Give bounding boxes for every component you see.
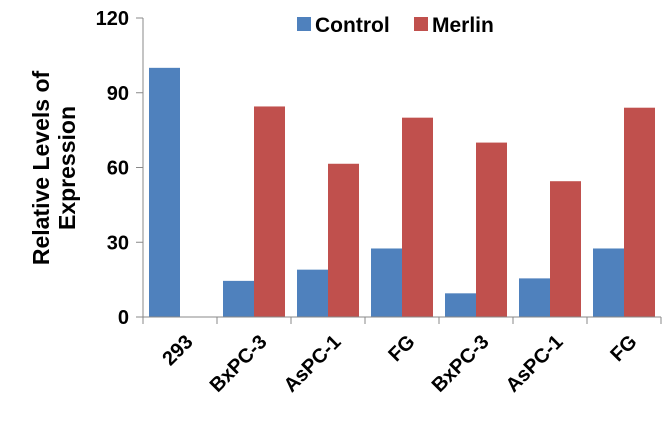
legend: Control Merlin xyxy=(297,14,494,37)
x-category-label: 293 xyxy=(158,331,197,370)
bar-control-2 xyxy=(297,269,328,317)
legend-label-control: Control xyxy=(315,14,390,37)
x-category-label: BxPC-3 xyxy=(428,331,494,397)
x-category-label: AsPC-1 xyxy=(502,331,568,397)
y-axis-ticks: 0 30 60 90 120 xyxy=(96,8,143,329)
bar-control-6 xyxy=(593,248,624,317)
y-tick-label: 120 xyxy=(96,8,129,30)
bar-merlin-1 xyxy=(254,106,285,318)
y-tick-label: 90 xyxy=(107,83,129,105)
bar-merlin-4 xyxy=(476,142,507,317)
legend-swatch-control xyxy=(297,17,311,31)
axes xyxy=(142,18,662,324)
bars xyxy=(149,67,655,318)
x-axis-categories: 293 BxPC-3 AsPC-1 FG BxPC-3 AsPC-1 FG xyxy=(158,331,641,397)
y-tick-label: 30 xyxy=(107,232,129,254)
bar-merlin-3 xyxy=(402,117,433,318)
y-tick-label: 60 xyxy=(107,158,129,180)
bar-control-5 xyxy=(519,278,550,317)
x-category-label: BxPC-3 xyxy=(206,331,272,397)
bar-merlin-6 xyxy=(624,107,655,317)
bar-control-0 xyxy=(149,67,180,317)
bar-control-4 xyxy=(445,293,476,317)
y-axis-label-line-1: Relative Levels of xyxy=(28,71,54,266)
bar-control-3 xyxy=(371,248,402,317)
bar-merlin-5 xyxy=(550,181,581,317)
x-category-label: AsPC-1 xyxy=(280,331,346,397)
bar-merlin-2 xyxy=(328,163,359,317)
x-category-label: FG xyxy=(606,331,641,366)
bar-control-1 xyxy=(223,280,254,317)
x-category-label: FG xyxy=(384,331,419,366)
legend-swatch-merlin xyxy=(414,17,428,31)
y-axis-label-line-2: Expression xyxy=(54,106,80,230)
y-axis-label: Relative Levels of Expression xyxy=(28,71,80,266)
legend-label-merlin: Merlin xyxy=(432,14,494,37)
y-tick-label: 0 xyxy=(118,307,129,329)
